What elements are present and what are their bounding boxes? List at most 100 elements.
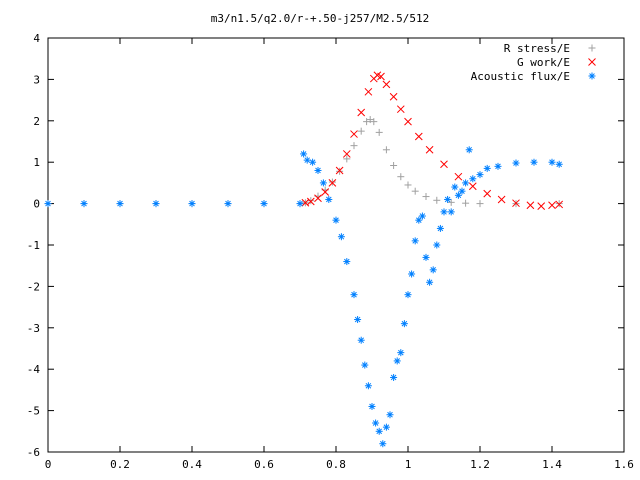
data-point xyxy=(307,197,315,205)
data-point xyxy=(458,187,466,195)
legend-marker xyxy=(588,72,596,80)
data-point xyxy=(422,193,430,201)
data-point xyxy=(451,183,459,191)
series-2 xyxy=(44,146,563,448)
y-tick-label: -5 xyxy=(27,405,40,418)
data-point xyxy=(469,175,477,183)
data-point xyxy=(350,130,358,138)
data-point xyxy=(152,200,160,208)
legend-marker xyxy=(588,44,596,52)
x-tick-label: 0.6 xyxy=(254,458,274,471)
data-point xyxy=(548,201,556,210)
data-point xyxy=(314,166,322,174)
data-point xyxy=(337,233,345,241)
data-point xyxy=(408,270,416,278)
data-point xyxy=(188,200,196,208)
data-point xyxy=(494,162,502,170)
y-tick-label: 0 xyxy=(33,198,40,211)
data-point xyxy=(375,128,383,136)
data-point xyxy=(390,373,398,381)
data-point xyxy=(462,199,470,207)
y-tick-label: -3 xyxy=(27,322,40,335)
y-tick-label: 2 xyxy=(33,115,40,128)
data-point xyxy=(397,349,405,357)
x-tick-label: 1.6 xyxy=(614,458,634,471)
data-point xyxy=(335,166,344,175)
data-point xyxy=(357,127,365,135)
legend-marker xyxy=(588,58,596,66)
data-point xyxy=(483,189,492,198)
x-tick-label: 0.4 xyxy=(182,458,202,471)
data-point xyxy=(382,146,390,154)
legend-label: G work/E xyxy=(517,56,570,69)
data-point xyxy=(361,361,369,369)
data-point xyxy=(382,80,391,89)
data-point xyxy=(342,150,351,158)
series-1 xyxy=(301,71,564,210)
data-point xyxy=(404,181,412,189)
data-point xyxy=(80,200,88,208)
data-point xyxy=(476,200,484,208)
data-point xyxy=(400,320,408,328)
data-point xyxy=(296,200,304,208)
data-point xyxy=(321,188,330,196)
data-point xyxy=(414,132,423,141)
data-point xyxy=(314,194,322,203)
data-point xyxy=(440,208,448,216)
data-point xyxy=(404,291,412,299)
data-point xyxy=(343,258,351,266)
data-point xyxy=(260,200,268,208)
x-tick-label: 1 xyxy=(405,458,412,471)
data-point xyxy=(325,195,333,203)
x-tick-label: 0 xyxy=(45,458,52,471)
data-point xyxy=(447,198,455,206)
data-point xyxy=(375,427,383,435)
data-point xyxy=(396,105,405,114)
data-point xyxy=(530,158,538,166)
legend-label: Acoustic flux/E xyxy=(471,70,570,83)
y-tick-label: -2 xyxy=(27,280,40,293)
data-point xyxy=(368,402,376,410)
x-tick-label: 0.2 xyxy=(110,458,130,471)
data-point xyxy=(390,162,398,170)
data-point xyxy=(444,195,452,203)
data-point xyxy=(418,212,426,220)
data-point xyxy=(397,173,405,181)
data-point xyxy=(343,155,351,163)
y-tick-label: 1 xyxy=(33,156,40,169)
chart-title: m3/n1.5/q2.0/r-+.50-j257/M2.5/512 xyxy=(211,12,430,25)
x-tick-label: 0.8 xyxy=(326,458,346,471)
data-point xyxy=(436,224,444,232)
series-0 xyxy=(44,116,563,208)
y-tick-label: -6 xyxy=(27,446,40,459)
data-point xyxy=(440,160,448,169)
data-point xyxy=(319,179,327,187)
data-point xyxy=(328,179,337,187)
data-point xyxy=(512,159,520,167)
series-layer xyxy=(44,71,564,448)
data-point xyxy=(44,200,52,208)
data-point xyxy=(350,142,358,150)
data-point xyxy=(116,200,124,208)
data-point xyxy=(393,357,401,365)
data-point xyxy=(357,108,366,117)
data-point xyxy=(476,171,484,179)
data-point xyxy=(224,200,232,208)
data-point xyxy=(370,118,378,126)
data-point xyxy=(411,237,419,245)
y-tick-label: 4 xyxy=(33,32,40,45)
data-point xyxy=(306,197,315,206)
data-point xyxy=(332,216,340,224)
data-point xyxy=(548,158,556,166)
data-point xyxy=(372,419,380,427)
data-point xyxy=(382,423,390,431)
y-tick-label: -4 xyxy=(27,363,41,376)
data-point xyxy=(411,187,419,195)
x-tick-label: 1.4 xyxy=(542,458,562,471)
data-point xyxy=(454,172,463,181)
data-point xyxy=(350,291,358,299)
data-point xyxy=(555,200,564,209)
data-point xyxy=(526,201,535,210)
